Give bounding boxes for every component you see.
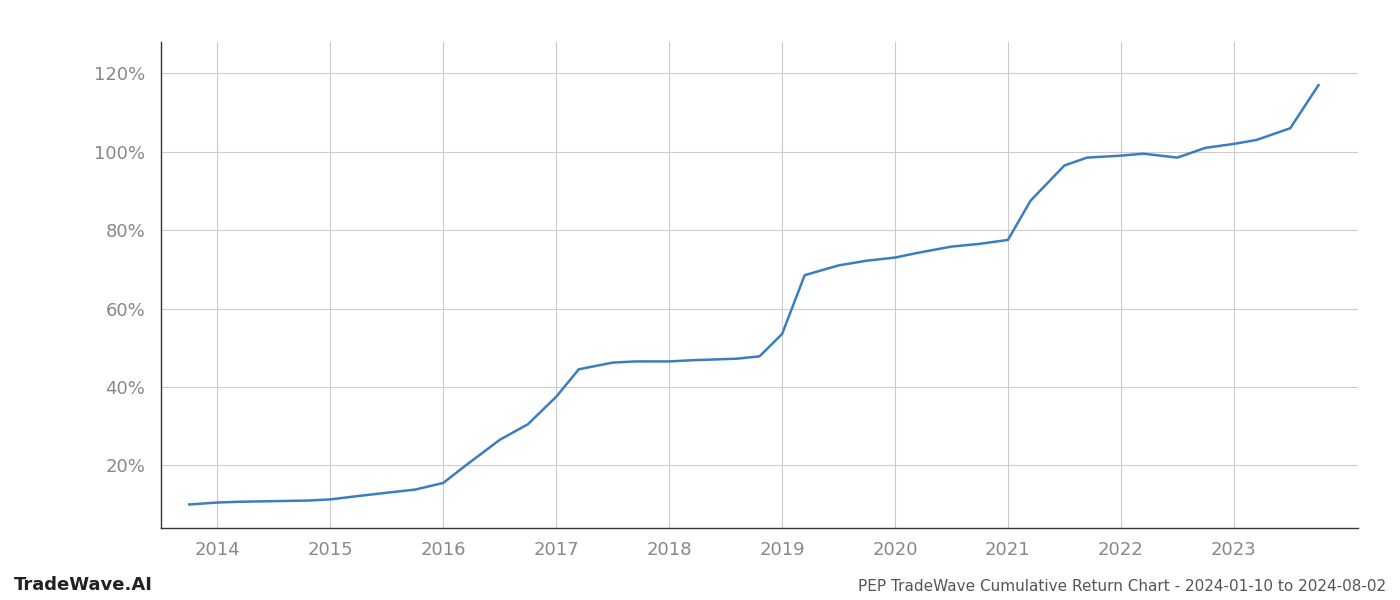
Text: TradeWave.AI: TradeWave.AI: [14, 576, 153, 594]
Text: PEP TradeWave Cumulative Return Chart - 2024-01-10 to 2024-08-02: PEP TradeWave Cumulative Return Chart - …: [858, 579, 1386, 594]
